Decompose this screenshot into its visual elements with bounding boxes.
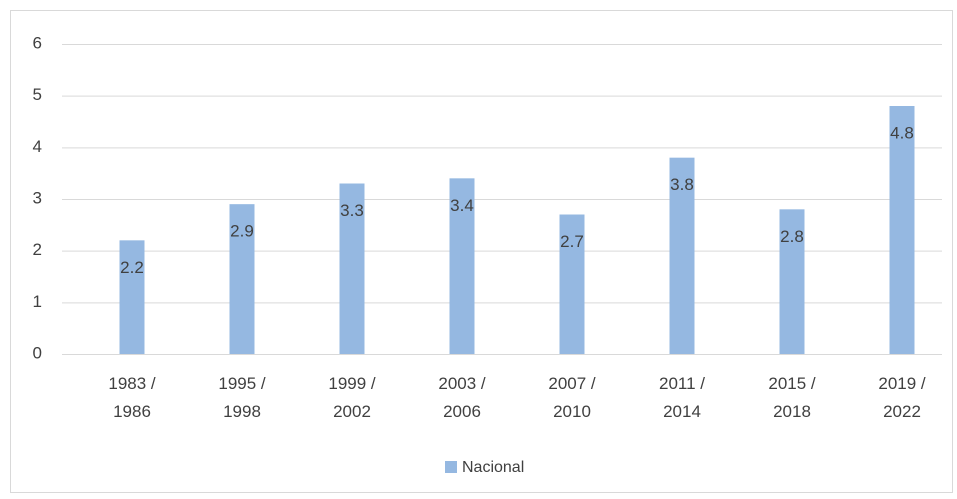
bar — [229, 204, 255, 354]
data-label: 3.4 — [450, 196, 474, 215]
data-label: 3.8 — [670, 175, 694, 194]
x-tick-label: 2007 /2010 — [548, 374, 596, 421]
bar — [669, 157, 695, 354]
bar — [889, 106, 915, 354]
x-tick-label: 2011 /2014 — [659, 374, 705, 421]
data-label: 4.8 — [890, 123, 914, 142]
y-tick-label: 5 — [33, 85, 42, 104]
x-tick-label: 1983 /1986 — [108, 374, 156, 421]
x-tick-label: 2003 /2006 — [438, 374, 486, 421]
bar — [119, 240, 145, 354]
y-tick-label: 1 — [33, 292, 42, 311]
legend-swatch — [445, 461, 457, 473]
y-tick-label: 6 — [33, 33, 42, 52]
bar — [449, 178, 475, 354]
y-tick-label: 3 — [33, 188, 42, 207]
legend-label: Nacional — [462, 459, 524, 476]
data-label: 2.8 — [780, 227, 804, 246]
data-label: 2.7 — [560, 232, 584, 251]
x-tick-label: 1999 /2002 — [328, 374, 376, 421]
y-tick-label: 0 — [33, 343, 42, 362]
data-label: 2.9 — [230, 222, 254, 241]
data-label: 3.3 — [340, 201, 364, 220]
x-tick-label: 1995 /1998 — [218, 374, 266, 421]
x-tick-label: 2015 /2018 — [768, 374, 816, 421]
x-tick-label: 2019 /2022 — [878, 374, 926, 421]
y-tick-label: 4 — [33, 137, 42, 156]
y-tick-label: 2 — [33, 240, 42, 259]
bar — [559, 214, 585, 354]
bar — [339, 183, 365, 354]
bar — [779, 209, 805, 354]
data-label: 2.2 — [120, 258, 144, 277]
